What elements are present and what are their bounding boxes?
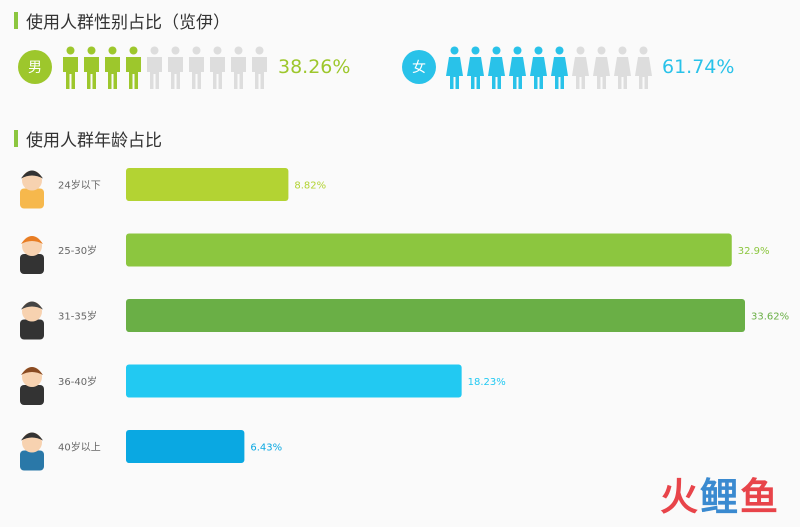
age-bar-chart: 24岁以下 8.82% 25-30岁 32.9% 31-35岁 33.62% 36-40岁 1… — [20, 168, 789, 471]
male-person-icons — [62, 44, 272, 90]
title-marker — [14, 12, 18, 29]
gender-title-text: 使用人群性别占比（览伊） — [26, 13, 230, 33]
age-bar-1 — [126, 233, 732, 267]
age-value-label: 8.82% — [294, 181, 326, 192]
watermark-char-1: 火 — [659, 475, 700, 519]
watermark-logo: 火鲤鱼 — [660, 466, 780, 521]
female-percent: 61.74% — [662, 56, 735, 78]
female-person-icon — [572, 46, 589, 89]
age-category-label: 24岁以下 — [58, 179, 101, 192]
age-value-label: 6.43% — [250, 443, 282, 454]
male-percent: 38.26% — [278, 56, 351, 78]
age-bar-4 — [126, 430, 245, 463]
age-avatar-hair-2 — [21, 301, 43, 310]
male-person-icon — [147, 46, 162, 89]
age-category-label: 25-30岁 — [58, 244, 97, 257]
age-section-title: 使用人群年龄占比 — [14, 126, 162, 151]
watermark-char-2: 鲤 — [699, 475, 740, 519]
female-person-icon — [488, 46, 505, 89]
age-value-label: 32.9% — [738, 246, 770, 257]
age-category-label: 31-35岁 — [58, 310, 97, 323]
age-avatar-body-0 — [20, 188, 44, 209]
male-person-icon — [252, 46, 267, 89]
age-avatar-hair-3 — [21, 367, 43, 375]
age-value-label: 18.23% — [468, 377, 506, 388]
female-person-icon — [593, 46, 610, 89]
watermark-char-3: 鱼 — [739, 475, 780, 519]
male-person-icon — [105, 46, 120, 89]
male-person-icon — [63, 46, 78, 89]
age-bar-3 — [126, 364, 462, 398]
age-category-label: 40岁以上 — [58, 441, 101, 454]
female-person-icon — [530, 46, 547, 89]
male-person-icon — [168, 46, 183, 89]
age-value-label: 33.62% — [751, 312, 789, 323]
title-marker — [14, 130, 18, 147]
age-category-label: 36-40岁 — [58, 375, 97, 388]
female-person-icon — [467, 46, 484, 89]
male-person-icon — [126, 46, 141, 89]
male-person-icon — [189, 46, 204, 89]
age-title-text: 使用人群年龄占比 — [26, 131, 162, 151]
male-person-icon — [231, 46, 246, 89]
gender-section-title: 使用人群性别占比（览伊） — [14, 8, 230, 33]
age-bar-2 — [126, 299, 745, 332]
age-avatar-hair-4 — [21, 432, 43, 441]
female-person-icon — [446, 46, 463, 89]
male-badge: 男 — [18, 50, 52, 84]
male-person-icon — [210, 46, 225, 89]
female-person-icon — [614, 46, 631, 89]
female-person-icon — [635, 46, 652, 89]
female-person-icon — [551, 46, 568, 89]
age-avatar-hair-1 — [21, 236, 43, 244]
female-badge: 女 — [402, 50, 436, 84]
male-group: 男 38.26% — [18, 44, 350, 90]
age-avatar-body-1 — [20, 254, 44, 274]
male-person-icon — [84, 46, 99, 89]
age-avatar-hair-0 — [21, 170, 43, 179]
female-group: 女 61.74% — [402, 44, 734, 90]
age-avatar-body-3 — [20, 385, 44, 405]
female-person-icons — [446, 44, 656, 90]
age-avatar-body-2 — [20, 319, 44, 340]
age-bar-0 — [126, 168, 289, 201]
age-avatar-body-4 — [20, 450, 44, 471]
female-person-icon — [509, 46, 526, 89]
